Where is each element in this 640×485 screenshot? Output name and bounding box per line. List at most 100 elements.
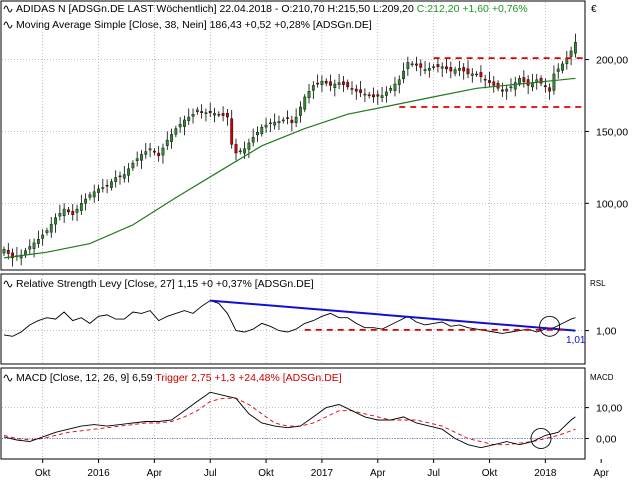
candle-body xyxy=(548,87,552,92)
macd-axis-title: MACD xyxy=(590,373,614,382)
candle-body xyxy=(359,89,362,93)
x-tick-label: Apr xyxy=(370,468,386,479)
candle-body xyxy=(346,82,350,88)
candle-body xyxy=(286,117,289,119)
candle-body xyxy=(509,86,513,89)
candle-body xyxy=(183,119,186,127)
candle-body xyxy=(268,122,272,125)
trigger-line xyxy=(3,397,576,446)
x-tick-label: 2016 xyxy=(87,468,110,479)
candle-body xyxy=(337,82,341,85)
macd-line xyxy=(3,391,576,449)
candle-body xyxy=(372,94,375,98)
candle-body xyxy=(234,144,238,154)
candle-body xyxy=(281,119,285,122)
candle-body xyxy=(402,70,405,80)
candle-body xyxy=(410,63,414,66)
macd-highlight-circle xyxy=(530,428,552,449)
sma-title: Moving Average Simple [Close, 38, Nein] … xyxy=(16,19,372,31)
candle-body xyxy=(36,239,40,244)
candle-body xyxy=(260,126,264,134)
candle-body xyxy=(213,113,216,116)
candle-body xyxy=(58,213,62,217)
y-tick-label: 150,00 xyxy=(596,126,628,138)
candle-body xyxy=(264,124,268,128)
y-tick-label: 1,00 xyxy=(596,326,617,338)
candle-body xyxy=(110,181,113,188)
candle-body xyxy=(62,208,66,216)
candle-body xyxy=(28,246,32,250)
candle-body xyxy=(187,116,191,121)
candle-body xyxy=(333,83,337,88)
candle-body xyxy=(543,85,547,88)
candle-body xyxy=(92,191,96,198)
sma-line xyxy=(3,77,576,259)
price-title: ADIDAS N [ADSGn.DE LAST Wöchentlich] 22.… xyxy=(16,3,528,15)
candle-body xyxy=(49,223,53,233)
candle-body xyxy=(458,67,461,71)
currency-label: € xyxy=(591,4,597,15)
candle-body xyxy=(479,72,483,78)
candle-body xyxy=(191,113,195,117)
candle-body xyxy=(157,152,161,157)
candle-body xyxy=(105,184,109,187)
candle-body xyxy=(277,121,281,124)
candle-body xyxy=(79,203,83,211)
candle-body xyxy=(75,208,79,213)
candle-body xyxy=(84,198,88,204)
candle-body xyxy=(376,94,380,97)
candle-body xyxy=(238,150,242,153)
candle-body xyxy=(380,95,384,98)
candle-body xyxy=(290,119,294,124)
candle-body xyxy=(200,111,204,113)
candle-body xyxy=(226,113,229,118)
candle-body xyxy=(475,73,478,76)
candle-body xyxy=(569,50,573,57)
y-tick-label: 100,00 xyxy=(596,198,628,210)
rsl-axis-title: RSL xyxy=(590,279,606,288)
candle-body xyxy=(470,73,474,76)
candle-body xyxy=(492,81,496,86)
candle-body xyxy=(256,131,259,136)
candle-body xyxy=(307,90,311,98)
rsl-title: Relative Strength Levy [Close, 27] 1,15 … xyxy=(16,278,314,290)
rsl-wave-icon xyxy=(3,280,13,288)
candle-body xyxy=(329,81,332,86)
candle-body xyxy=(427,67,431,71)
candle-body xyxy=(539,77,543,84)
candle-body xyxy=(449,67,453,72)
candle-body xyxy=(561,63,564,71)
candle-body xyxy=(135,158,139,161)
candle-body xyxy=(462,67,466,72)
candle-body xyxy=(170,134,173,142)
candle-body xyxy=(131,162,135,169)
candle-body xyxy=(522,77,526,83)
x-tick-label: Apr xyxy=(147,468,163,479)
x-tick-label: Okt xyxy=(482,468,498,479)
candle-body xyxy=(230,118,234,145)
candle-body xyxy=(423,69,427,71)
candle-body xyxy=(466,68,470,75)
candle-body xyxy=(393,83,397,91)
candle-body xyxy=(367,94,371,97)
candle-body xyxy=(67,209,70,213)
candle-body xyxy=(513,82,517,90)
candle-body xyxy=(552,73,556,91)
candle-body xyxy=(174,128,178,135)
candle-body xyxy=(303,96,307,110)
candle-body xyxy=(208,110,212,113)
sma-wave-icon xyxy=(3,21,13,29)
rsl-value-label: 1,01 xyxy=(566,335,586,346)
candle-body xyxy=(71,210,75,216)
candle-body xyxy=(161,147,165,156)
candle-body xyxy=(406,62,410,69)
candle-body xyxy=(32,242,36,249)
x-tick-label: Jul xyxy=(204,468,217,479)
candle-body xyxy=(445,66,448,70)
candle-body xyxy=(294,116,298,124)
candle-body xyxy=(505,88,509,92)
candle-body xyxy=(299,106,302,116)
candle-body xyxy=(165,139,169,146)
rsl-highlight-circle xyxy=(539,315,561,337)
